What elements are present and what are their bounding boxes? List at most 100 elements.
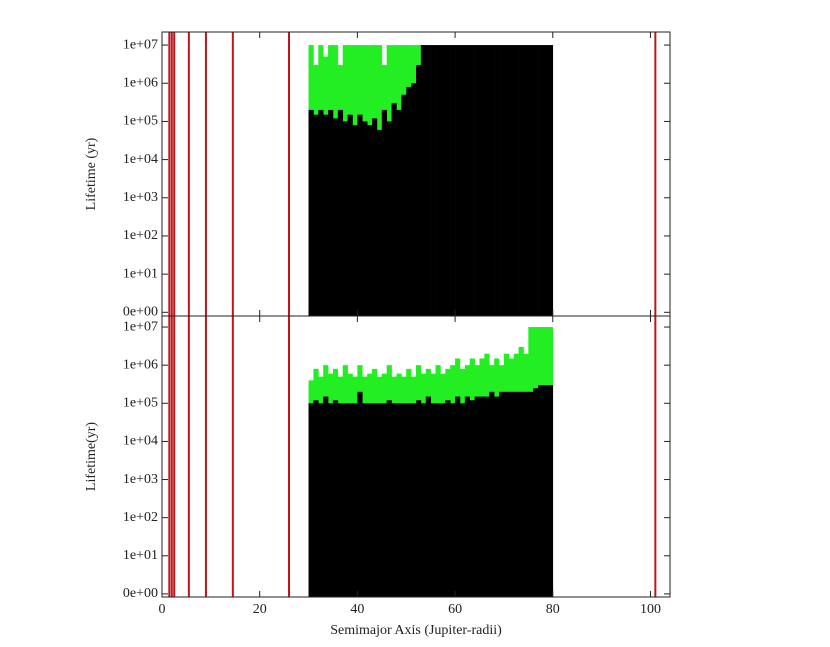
y-tick-label: 1e+06 [123, 75, 158, 90]
bar [513, 391, 519, 597]
bar [396, 109, 402, 316]
bar [318, 403, 324, 597]
y-axis-title: Lifetime (yr) [84, 137, 99, 210]
bar [425, 396, 431, 597]
bar [313, 400, 319, 597]
bar [332, 118, 339, 316]
bar [543, 385, 549, 597]
bar [323, 114, 329, 316]
x-tick-label: 0 [159, 602, 166, 617]
bar [347, 403, 353, 597]
bar [411, 403, 417, 597]
bar [528, 391, 534, 597]
y-tick-label: 0e+00 [123, 305, 158, 320]
bar [435, 403, 441, 597]
y-tick-label: 0e+00 [123, 586, 158, 601]
y-tick-label: 1e+03 [123, 190, 158, 205]
bar [362, 121, 368, 316]
y-tick-label: 1e+06 [123, 357, 158, 372]
y-tick-label: 1e+01 [123, 266, 158, 281]
bar [455, 45, 461, 317]
bar [411, 83, 417, 316]
bar [381, 109, 387, 316]
bar [445, 400, 451, 597]
bar [342, 121, 348, 316]
bar [508, 45, 514, 317]
bar [459, 45, 466, 317]
bar [401, 94, 407, 317]
bar [342, 403, 348, 597]
bar [523, 391, 529, 597]
y-tick-label: 1e+02 [123, 510, 158, 525]
y-axis-title: Lifetime(yr) [84, 422, 99, 492]
y-tick-label: 1e+03 [123, 472, 158, 487]
bar [474, 396, 480, 597]
bar [489, 45, 495, 317]
bar [357, 391, 363, 597]
bar [308, 109, 314, 316]
bar [489, 391, 495, 597]
plot-frame [161, 315, 671, 598]
bar [547, 45, 554, 317]
bar [406, 86, 412, 316]
bar [479, 396, 485, 597]
x-tick-label: 60 [448, 602, 462, 617]
bar [533, 388, 539, 597]
bar [508, 391, 514, 597]
bar [450, 403, 456, 597]
bar [391, 403, 397, 597]
bar [367, 125, 373, 316]
bar [513, 45, 519, 317]
bar [381, 403, 387, 597]
bar [538, 385, 544, 597]
bar [420, 45, 427, 317]
y-tick-label: 1e+04 [123, 434, 158, 449]
bar [318, 109, 324, 316]
bar [528, 45, 534, 317]
bar [352, 125, 358, 316]
bar [328, 109, 334, 316]
y-tick-label: 1e+02 [123, 228, 158, 243]
x-axis-title: Semimajor Axis (Jupiter-radii) [330, 623, 502, 638]
bar [391, 103, 397, 316]
y-tick-label: 1e+04 [123, 152, 158, 167]
bar [357, 114, 363, 316]
bar [543, 45, 549, 317]
bar [494, 45, 500, 317]
bar [440, 45, 446, 317]
y-tick-label: 1e+01 [123, 548, 158, 563]
bar [469, 400, 475, 597]
x-tick-label: 100 [640, 602, 661, 617]
bar [464, 45, 471, 317]
bar [518, 45, 524, 317]
bar [479, 45, 485, 317]
bar [401, 403, 407, 597]
bar [494, 396, 500, 597]
bar [445, 45, 451, 317]
bar [499, 45, 505, 317]
bar [406, 403, 412, 597]
x-tick-label: 80 [546, 602, 560, 617]
bar [538, 45, 544, 317]
bar [484, 45, 490, 317]
bar [328, 403, 334, 597]
bar [503, 391, 510, 597]
bar [474, 45, 480, 317]
y-tick-label: 1e+07 [123, 37, 158, 52]
bar [362, 403, 368, 597]
bar [464, 396, 471, 597]
y-tick-label: 1e+07 [123, 319, 158, 334]
bar [523, 45, 529, 317]
bar [420, 403, 427, 597]
bar [547, 385, 554, 597]
bar [430, 403, 436, 597]
bar [440, 403, 446, 597]
bar [455, 396, 461, 597]
bar [386, 121, 392, 316]
bar [503, 45, 510, 317]
bar [372, 118, 378, 316]
x-tick-label: 40 [350, 602, 364, 617]
bar [323, 396, 329, 597]
bar [386, 400, 392, 597]
